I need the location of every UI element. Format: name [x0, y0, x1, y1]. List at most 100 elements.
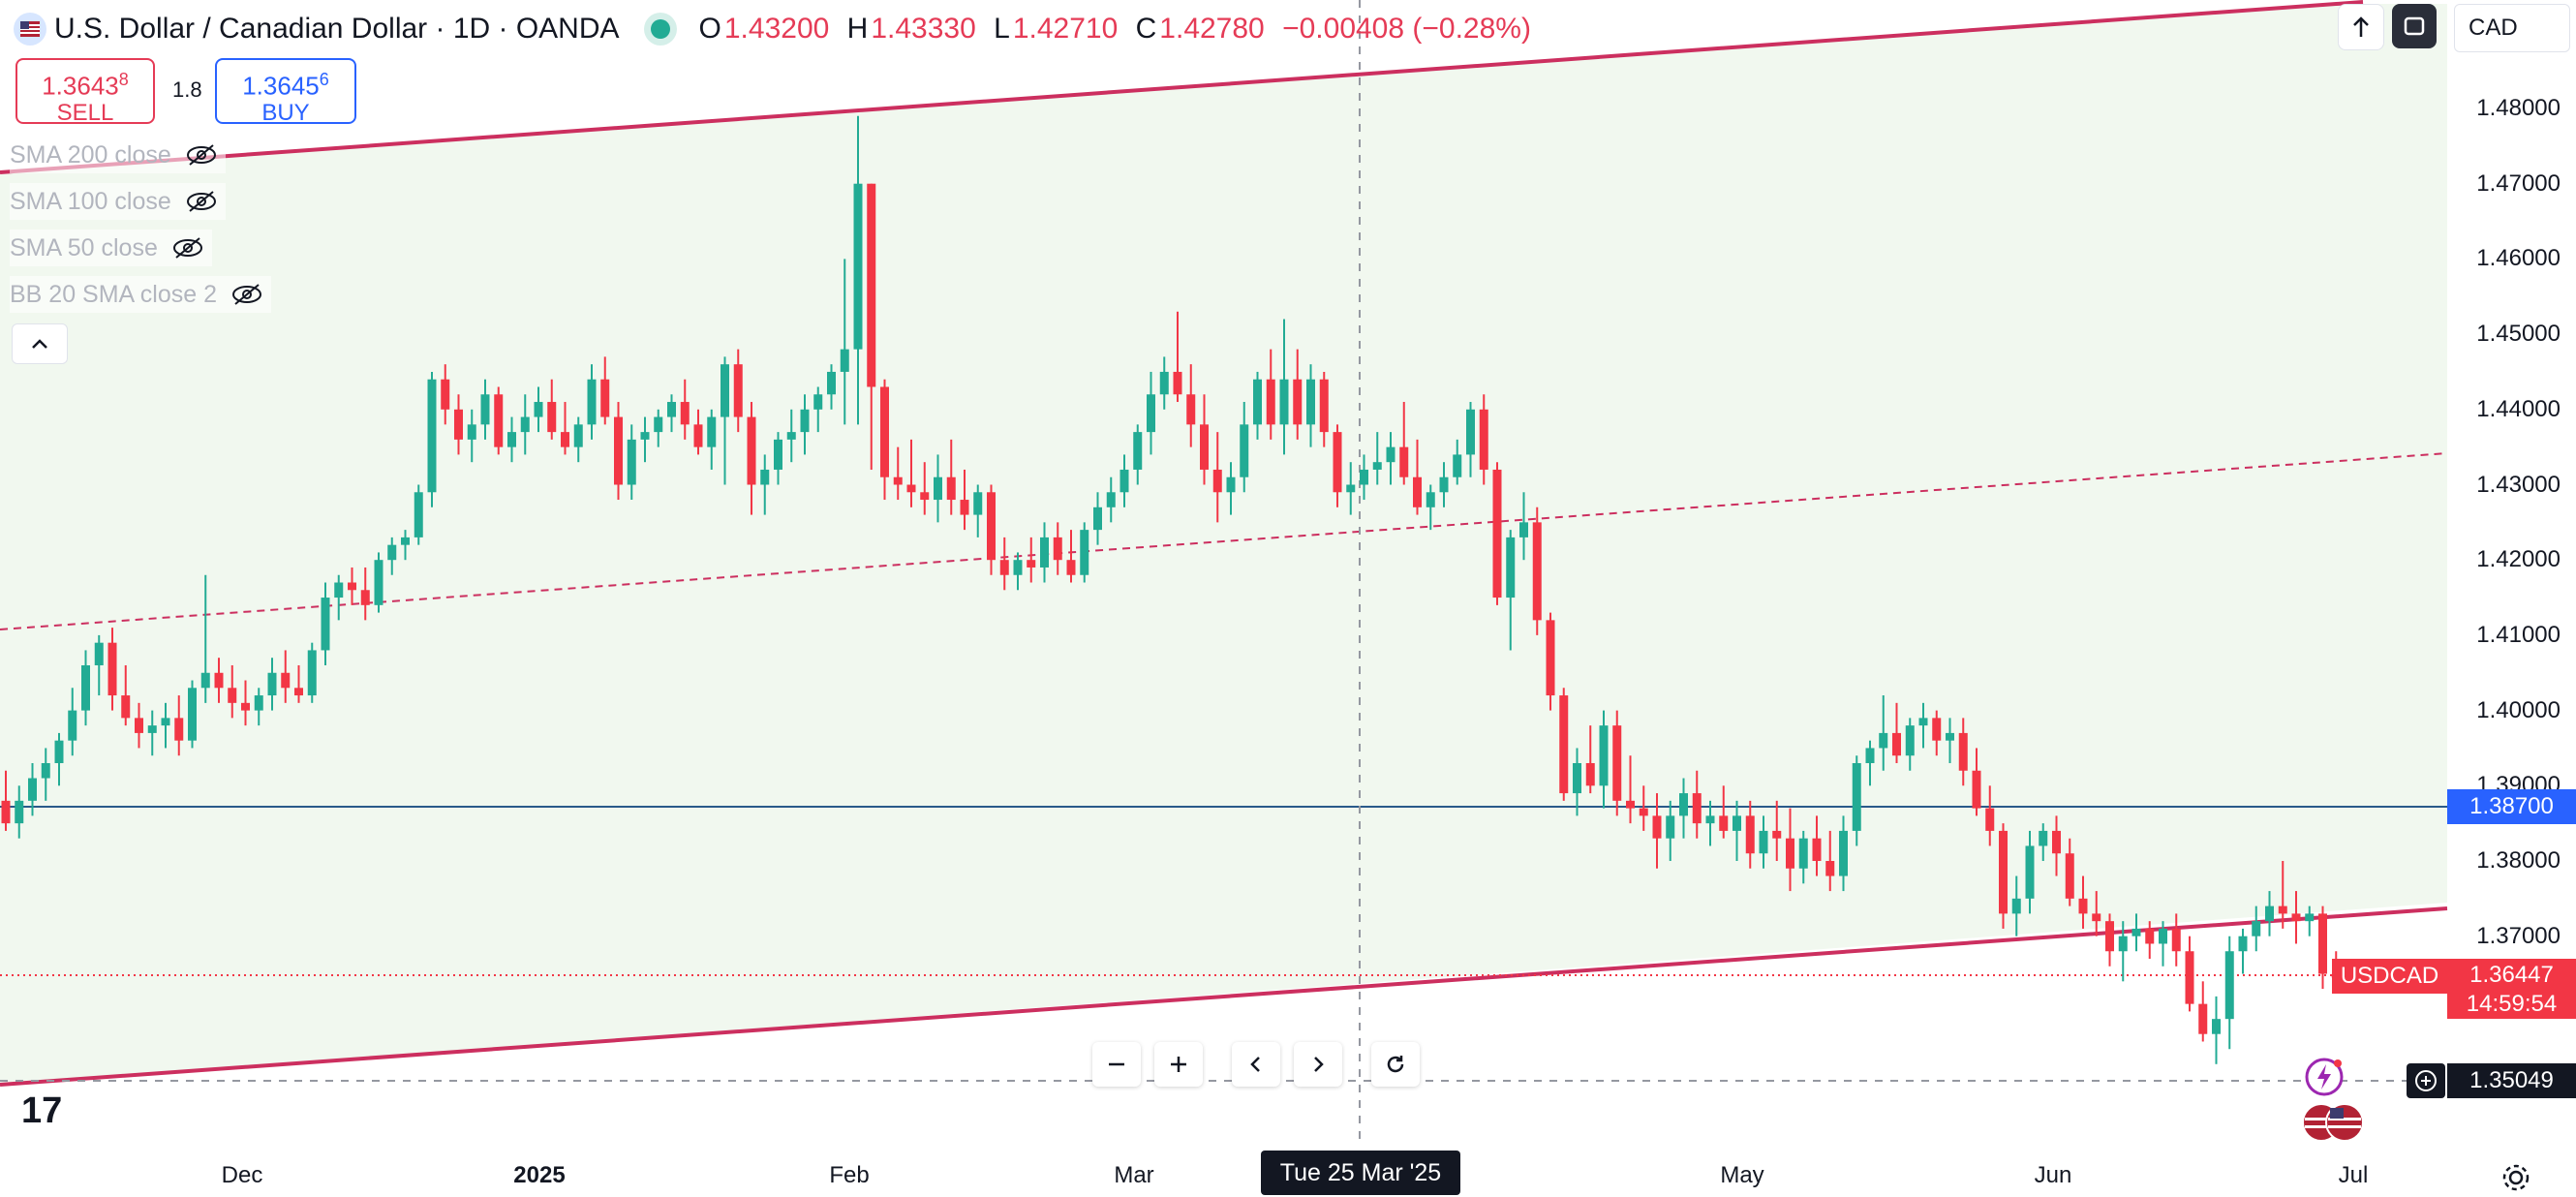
- candle-body: [1293, 379, 1303, 425]
- scroll-right-button[interactable]: [1294, 1042, 1342, 1087]
- indicator-sma100[interactable]: SMA 100 close: [10, 183, 226, 220]
- reset-chart-button[interactable]: [1371, 1042, 1420, 1087]
- candle: [786, 409, 796, 463]
- candle-body: [2145, 928, 2155, 944]
- candle: [1093, 492, 1102, 545]
- candle: [680, 379, 690, 440]
- candle-body: [1439, 476, 1449, 493]
- candle-body: [1479, 409, 1488, 470]
- market-open-indicator: [650, 19, 670, 39]
- candle: [960, 469, 969, 531]
- candle-body: [441, 379, 450, 410]
- candle: [1333, 424, 1342, 507]
- candle-body: [41, 762, 50, 779]
- candle-body: [1946, 732, 1954, 741]
- tradingview-logo[interactable]: 17: [21, 1090, 63, 1131]
- candle: [1546, 612, 1555, 711]
- candle: [1399, 402, 1409, 485]
- candle-body: [1786, 838, 1794, 869]
- candle-body: [1705, 815, 1715, 824]
- candle-body: [973, 492, 983, 515]
- indicator-sma50[interactable]: SMA 50 close: [10, 230, 212, 266]
- ohlc-values: O 1.43200 H 1.43330 L 1.42710 C 1.42780 −0.0…: [690, 13, 1531, 46]
- bolt-icon[interactable]: [2303, 1056, 2346, 1098]
- time-label-jun: Jun: [2034, 1162, 2072, 1188]
- price-tick-label: 1.43000: [2476, 471, 2561, 498]
- collapse-indicators-button[interactable]: [12, 323, 68, 364]
- candle-body: [1426, 492, 1435, 507]
- candle-body: [1905, 725, 1915, 756]
- candle-body: [414, 492, 423, 537]
- last-price-tag: 1.36447 14:59:54: [2447, 959, 2576, 1019]
- candle: [1360, 454, 1368, 501]
- candle: [1279, 319, 1289, 455]
- eye-slash-icon[interactable]: [171, 236, 204, 260]
- candle-body: [1360, 469, 1368, 485]
- last-symbol-label: USDCAD: [2332, 959, 2447, 994]
- candle: [934, 454, 942, 523]
- candle: [920, 462, 930, 515]
- symbol-title[interactable]: U.S. Dollar / Canadian Dollar · 1D · OAN…: [54, 13, 620, 45]
- candle-body: [893, 476, 903, 485]
- zoom-out-button[interactable]: [1092, 1042, 1141, 1087]
- candle: [1879, 695, 1888, 771]
- economic-events-flags[interactable]: [2301, 1102, 2373, 1143]
- candle-body: [81, 664, 90, 711]
- candle-body: [1386, 446, 1395, 463]
- candle-body: [2212, 1019, 2221, 1034]
- candle: [294, 664, 303, 703]
- candle-body: [667, 402, 676, 417]
- buy-button[interactable]: 1.36456 BUY: [215, 58, 356, 126]
- ohlc-open-key: O: [698, 13, 721, 45]
- candle: [2224, 936, 2234, 1050]
- channel-upper-line: [0, 0, 2364, 174]
- eye-slash-icon[interactable]: [185, 190, 218, 213]
- currency-selector[interactable]: CAD: [2454, 4, 2570, 52]
- candle: [2305, 905, 2315, 936]
- scroll-left-button[interactable]: [1232, 1042, 1280, 1087]
- candle: [640, 416, 650, 463]
- publish-button[interactable]: [2338, 4, 2384, 50]
- candle: [1798, 830, 1808, 884]
- eye-slash-icon[interactable]: [230, 283, 263, 306]
- chevron-right-icon: [1314, 1057, 1324, 1072]
- indicator-sma200[interactable]: SMA 200 close: [10, 137, 226, 173]
- candle-body: [721, 364, 729, 417]
- candle-body: [188, 688, 197, 741]
- fullscreen-button[interactable]: [2392, 4, 2437, 48]
- candle: [1839, 815, 1848, 892]
- price-tick-label: 1.37000: [2476, 922, 2561, 949]
- sell-button[interactable]: 1.36438 SELL: [15, 58, 155, 126]
- candle-body: [1985, 808, 1995, 831]
- candle-body: [241, 702, 250, 711]
- flag-icon: [14, 13, 46, 46]
- price-tick-label: 1.41000: [2476, 621, 2561, 648]
- candle: [281, 650, 291, 703]
- candle-body: [880, 386, 889, 477]
- candle-body: [1453, 454, 1462, 477]
- candle-body: [520, 416, 530, 433]
- candle: [893, 446, 903, 501]
- candle: [2252, 905, 2261, 952]
- eye-slash-icon[interactable]: [185, 143, 218, 167]
- candle-body: [2305, 913, 2315, 922]
- price-tick-label: 1.45000: [2476, 321, 2561, 348]
- candle-body: [1612, 725, 1622, 801]
- gear-icon[interactable]: [2500, 1162, 2531, 1193]
- candle: [188, 680, 197, 749]
- candle: [827, 364, 836, 410]
- sell-label: SELL: [56, 99, 114, 126]
- candle: [107, 628, 117, 711]
- indicator-bb20[interactable]: BB 20 SMA close 2: [10, 276, 272, 313]
- ohlc-high-value: 1.43330: [871, 13, 976, 45]
- add-alert-button[interactable]: [2407, 1063, 2445, 1098]
- candle-body: [1159, 371, 1169, 395]
- candle-body: [1559, 695, 1569, 794]
- candle: [1240, 402, 1249, 493]
- candle: [1492, 462, 1502, 605]
- candle: [2171, 913, 2181, 967]
- candle: [494, 386, 504, 455]
- zoom-in-button[interactable]: [1154, 1042, 1203, 1087]
- fullscreen-icon: [2404, 16, 2425, 36]
